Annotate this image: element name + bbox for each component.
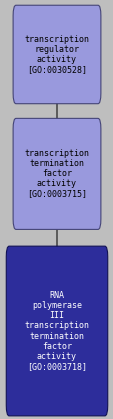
- FancyBboxPatch shape: [6, 246, 107, 416]
- FancyBboxPatch shape: [13, 5, 100, 104]
- Text: transcription
regulator
activity
[GO:0030528]: transcription regulator activity [GO:003…: [24, 35, 89, 74]
- Text: RNA
polymerase
III
transcription
termination
factor
activity
[GO:0003718]: RNA polymerase III transcription termina…: [24, 291, 89, 371]
- Text: transcription
termination
factor
activity
[GO:0003715]: transcription termination factor activit…: [24, 149, 89, 199]
- FancyBboxPatch shape: [13, 118, 100, 230]
